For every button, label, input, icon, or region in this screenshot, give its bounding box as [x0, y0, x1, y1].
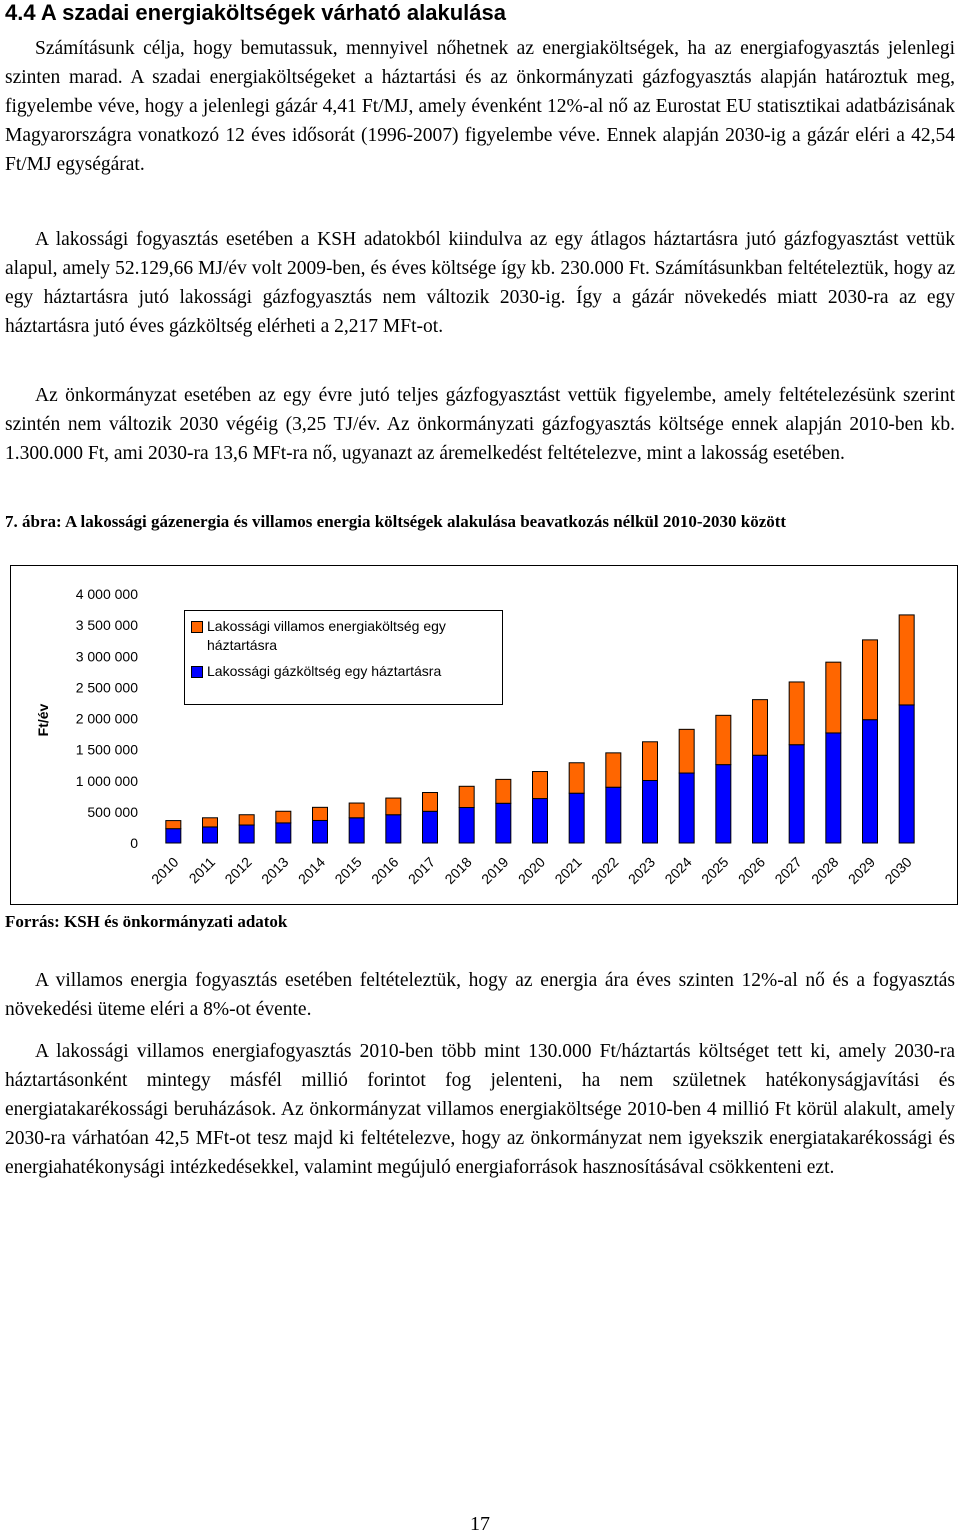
- paragraph: Az önkormányzat esetében az egy évre jut…: [5, 385, 955, 464]
- x-tick-label: 2014: [295, 854, 328, 887]
- bar-segment: [678, 728, 695, 774]
- chart-frame: [10, 565, 958, 905]
- x-tick-label: 2012: [221, 854, 254, 887]
- paragraph: A villamos energia fogyasztás esetében f…: [5, 970, 955, 1020]
- x-tick-label: 2022: [588, 854, 621, 887]
- bar-segment: [568, 792, 585, 844]
- x-tick-label: 2011: [186, 854, 219, 887]
- bar-segment: [788, 681, 805, 746]
- bar-segment: [348, 802, 365, 819]
- bar-segment: [678, 772, 695, 844]
- legend-swatch: [191, 666, 203, 678]
- bar-segment: [495, 802, 512, 844]
- x-tick-label: 2018: [441, 854, 474, 887]
- legend-label: Lakossági gázköltség egy háztartásra: [207, 663, 442, 679]
- bar-segment: [312, 806, 328, 821]
- x-tick-label: 2024: [661, 854, 694, 887]
- legend: Lakossági villamos energiaköltség egy há…: [184, 610, 503, 705]
- bar-segment: [238, 824, 255, 844]
- bar-segment: [238, 814, 255, 826]
- bar-segment: [165, 820, 182, 830]
- x-tick-label: 2020: [515, 854, 548, 887]
- y-tick-label: 3 000 000: [76, 648, 138, 664]
- x-tick-label: 2026: [735, 854, 768, 887]
- bar-segment: [422, 792, 438, 812]
- bar-segment: [715, 764, 732, 844]
- bar-segment: [495, 778, 512, 804]
- bar-segment: [605, 786, 622, 844]
- x-tick-label: 2029: [845, 854, 878, 887]
- y-tick-label: 500 000: [87, 804, 138, 820]
- bar-segment: [348, 817, 365, 844]
- x-tick-label: 2027: [771, 854, 804, 887]
- x-tick-label: 2025: [698, 854, 731, 887]
- bar-segment: [458, 785, 475, 809]
- bar-segment: [788, 744, 805, 844]
- x-tick-label: 2016: [368, 854, 401, 887]
- y-tick-label: 1 000 000: [76, 773, 138, 789]
- x-tick-label: 2021: [551, 854, 584, 887]
- bar-segment: [642, 741, 658, 782]
- bar-segment: [165, 828, 182, 844]
- bar-segment: [862, 719, 878, 844]
- bar-segment: [422, 810, 438, 844]
- chart-svg: Ft/év 0 500 000 1 000 000 1 500 000 2 000 00…: [10, 565, 958, 905]
- paragraph: Számításunk célja, hogy bemutassuk, menn…: [5, 38, 955, 175]
- bar-segment: [752, 699, 768, 756]
- bar-segment: [898, 614, 915, 706]
- figure-caption: 7. ábra: A lakossági gázenergia és villa…: [5, 512, 787, 531]
- bar-segment: [898, 704, 915, 844]
- bar-segment: [642, 780, 658, 844]
- bar-segment: [532, 798, 548, 844]
- x-tick-label: 2023: [625, 854, 658, 887]
- bar-segment: [202, 826, 218, 844]
- bar-segment: [605, 752, 622, 788]
- y-tick-label: 2 000 000: [76, 711, 138, 727]
- bar-segment: [862, 639, 878, 721]
- bar-segment: [202, 817, 218, 828]
- bar-segment: [458, 807, 475, 844]
- y-tick-label: 2 500 000: [76, 679, 138, 695]
- x-tick-label: 2019: [478, 854, 511, 887]
- x-tick-label: 2013: [258, 854, 291, 887]
- bar-segment: [275, 822, 292, 844]
- heading: 4.4 A szadai energiaköltségek várható al…: [5, 0, 506, 25]
- legend-label: Lakossági villamos energiaköltség egy há…: [207, 618, 446, 653]
- x-tick-label: 2017: [405, 854, 438, 887]
- y-tick-label: 1 500 000: [76, 742, 138, 758]
- legend-swatch: [191, 621, 203, 633]
- bar-segment: [312, 819, 328, 844]
- bar-segment: [825, 661, 842, 734]
- x-tick-label: 2030: [881, 854, 914, 887]
- legend-entry: Lakossági gázköltség egy háztartásra: [191, 662, 498, 681]
- bar-segment: [532, 771, 548, 800]
- bar-segment: [752, 754, 768, 844]
- source: Forrás: KSH és önkormányzati adatok: [5, 912, 288, 931]
- y-tick-label: 0: [130, 835, 138, 851]
- chart: Ft/év 0 500 000 1 000 000 1 500 000 2 000 00…: [10, 565, 958, 905]
- legend-entry: Lakossági villamos energiaköltség egy há…: [191, 617, 498, 655]
- x-tick-label: 2028: [808, 854, 841, 887]
- bar-segment: [275, 810, 292, 824]
- y-tick-label: 3 500 000: [76, 617, 138, 633]
- x-tick-label: 2015: [331, 854, 364, 887]
- bar-segment: [385, 814, 402, 844]
- bar-segment: [825, 732, 842, 844]
- paragraph: A lakossági fogyasztás esetében a KSH ad…: [5, 229, 955, 337]
- y-axis-label: Ft/év: [35, 703, 51, 736]
- page-number: 17: [470, 1513, 490, 1535]
- paragraph: A lakossági villamos energiafogyasztás 2…: [5, 1041, 955, 1178]
- x-tick-label: 2010: [148, 854, 181, 887]
- bar-segment: [385, 797, 402, 816]
- bar-segment: [715, 714, 732, 766]
- y-tick-label: 4 000 000: [76, 586, 138, 602]
- bar-segment: [568, 762, 585, 794]
